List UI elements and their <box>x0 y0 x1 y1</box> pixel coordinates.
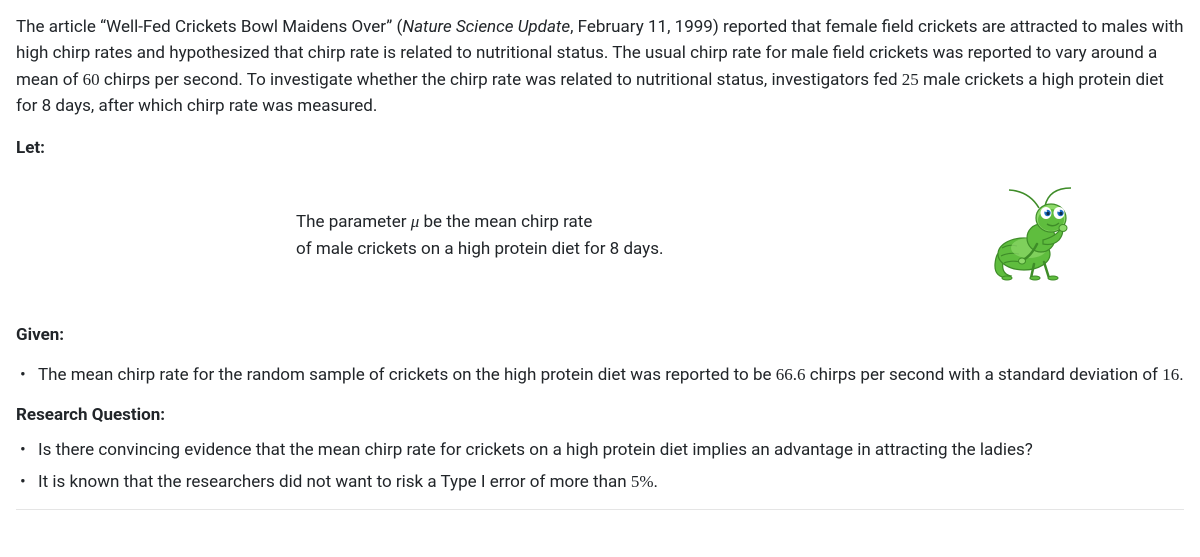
cricket-icon <box>979 186 1089 286</box>
research-alpha: 5% <box>631 472 654 491</box>
given-prefix: The mean chirp rate for the random sampl… <box>38 365 776 385</box>
param-line2: of male crickets on a high protein diet … <box>296 236 884 262</box>
intro-source: Nature Science Update <box>402 17 570 37</box>
research-bullet-1: Is there convincing evidence that the me… <box>16 437 1184 463</box>
given-bullet: The mean chirp rate for the random sampl… <box>16 362 1184 388</box>
intro-sample-size: 25 <box>902 70 919 89</box>
intro-text-prefix: The article “Well-Fed Crickets Bowl Maid… <box>16 17 402 37</box>
research-q2-prefix: It is known that the researchers did not… <box>38 472 631 492</box>
research-question-label: Research Question: <box>16 402 1184 428</box>
given-mid: chirps per second with a standard deviat… <box>806 365 1163 385</box>
intro-mean-value: 60 <box>83 70 100 89</box>
parameter-definition: The parameter μ be the mean chirp rate o… <box>296 209 884 262</box>
given-suffix: . <box>1179 365 1183 385</box>
param-line1-suffix: be the mean chirp rate <box>419 212 592 232</box>
research-bullet-2: It is known that the researchers did not… <box>16 469 1184 495</box>
param-mu: μ <box>411 212 420 231</box>
given-sd: 16 <box>1162 365 1179 384</box>
param-line1-prefix: The parameter <box>296 212 411 232</box>
bottom-divider <box>16 509 1184 510</box>
cricket-illustration <box>884 186 1184 286</box>
given-list: The mean chirp rate for the random sampl… <box>16 362 1184 388</box>
intro-paragraph: The article “Well-Fed Crickets Bowl Maid… <box>16 14 1184 119</box>
let-label: Let: <box>16 135 1184 161</box>
research-list: Is there convincing evidence that the me… <box>16 437 1184 496</box>
research-q2-suffix: . <box>653 472 657 492</box>
given-label: Given: <box>16 322 1184 348</box>
intro-mid: chirps per second. To investigate whethe… <box>100 70 902 90</box>
given-sample-mean: 66.6 <box>776 365 806 384</box>
parameter-row: The parameter μ be the mean chirp rate o… <box>16 186 1184 286</box>
